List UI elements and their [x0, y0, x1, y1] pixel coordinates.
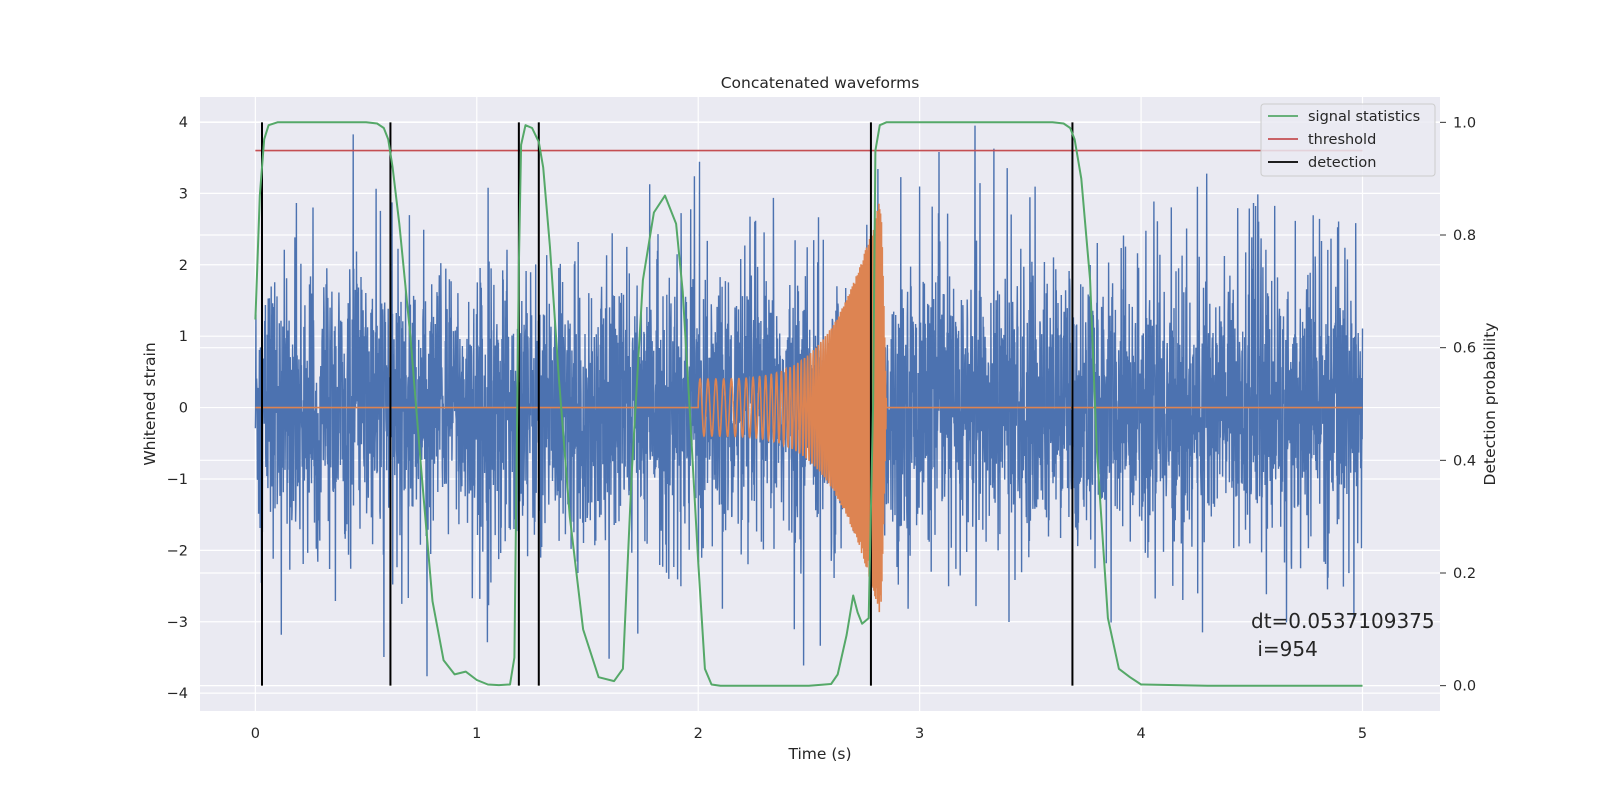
y-right-tick-label: 0.6	[1453, 341, 1476, 357]
y-tick-label: 2	[179, 258, 188, 274]
y-right-tick-label: 0.8	[1453, 228, 1476, 244]
y-tick-label: 4	[179, 115, 188, 131]
template-series	[255, 203, 1363, 613]
strain-line	[254, 125, 1364, 677]
tick-labels: 0 1 2 3 4 5 −4 −3 −2 −1 0 1 2 3 4 0.0 0.2 0.4 0.6 0.8 1.0	[167, 115, 1476, 742]
x-tick-label: 5	[1358, 726, 1367, 742]
x-tick-label: 2	[694, 726, 703, 742]
y-tick-label: 1	[179, 329, 188, 345]
signal-statistics-series	[254, 121, 1363, 687]
legend: signal statistics threshold detection	[1260, 103, 1436, 177]
y-tick-label: 3	[179, 186, 188, 202]
signal-statistics-line	[254, 121, 1363, 687]
annotation-index: i=954	[1251, 637, 1318, 661]
x-tick-label: 4	[1136, 726, 1145, 742]
x-axis-label: Time (s)	[787, 745, 851, 763]
legend-label-threshold: threshold	[1308, 132, 1376, 148]
legend-box	[1260, 103, 1436, 177]
y-right-tick-label: 0.2	[1453, 566, 1476, 582]
x-tick-label: 3	[915, 726, 924, 742]
y-axis-label-right: Detection probability	[1481, 323, 1499, 486]
y-right-tick-label: 0.4	[1453, 453, 1476, 469]
legend-label-signal-statistics: signal statistics	[1308, 109, 1420, 125]
template-line	[255, 203, 1363, 613]
legend-label-detection: detection	[1308, 155, 1376, 171]
chart-title: Concatenated waveforms	[721, 74, 920, 92]
x-tick-label: 1	[472, 726, 481, 742]
y-right-tick-label: 0.0	[1453, 679, 1476, 695]
strain-series	[254, 125, 1364, 677]
y-tick-label: −4	[167, 686, 188, 702]
annotation-dt: dt=0.0537109375	[1251, 609, 1435, 633]
y-axis-label: Whitened strain	[141, 342, 159, 465]
y-right-tick-label: 1.0	[1453, 115, 1476, 131]
y-tick-label: −2	[167, 543, 188, 559]
y-tick-label: −3	[167, 615, 188, 631]
y-tick-label: −1	[167, 472, 188, 488]
x-tick-label: 0	[251, 726, 260, 742]
y-tick-label: 0	[179, 401, 188, 417]
